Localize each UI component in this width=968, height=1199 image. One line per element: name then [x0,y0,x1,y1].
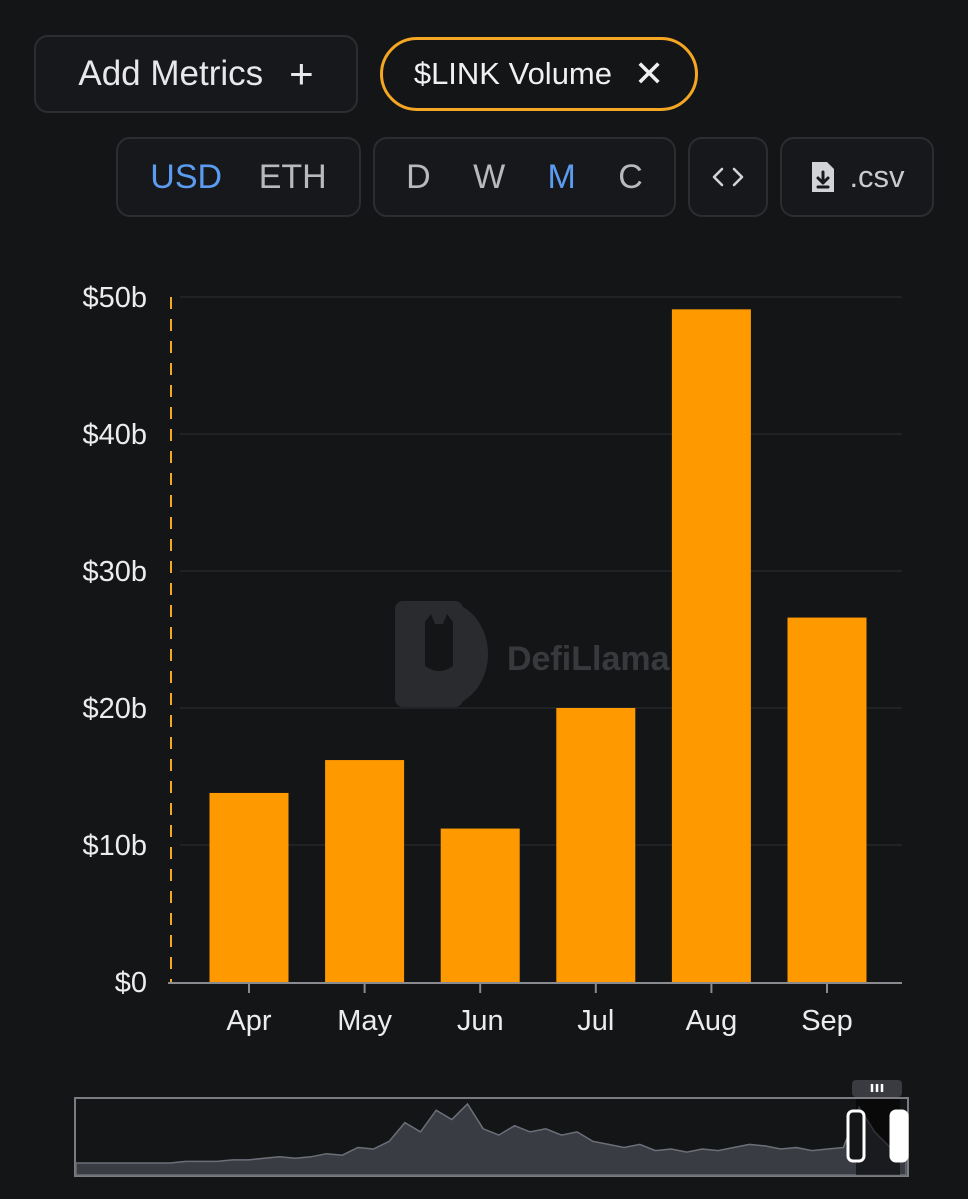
defillama-watermark: DefiLlama [395,601,671,707]
x-tick-label: Sep [801,1005,853,1037]
time-range-brush[interactable] [0,1075,968,1199]
x-tick-label: Jun [457,1005,504,1037]
x-tick-label: May [337,1005,392,1037]
volume-bar-chart: DefiLlama $0 $10b $20b $30b $40b $50b Apr May J… [82,282,902,1037]
y-tick-label: $20b [82,693,147,725]
add-metrics-button[interactable]: Add Metrics + [34,35,358,113]
y-tick-label: $50b [82,282,147,314]
y-tick-label: $40b [82,419,147,451]
currency-option-eth[interactable]: ETH [258,157,327,196]
y-tick-label: $10b [82,830,147,862]
metric-chip-label: $LINK Volume [413,56,612,91]
code-icon [712,167,744,187]
add-metrics-label: Add Metrics [78,54,264,93]
x-tick-label: Aug [686,1005,738,1037]
bar[interactable] [209,792,289,982]
file-download-icon [812,162,835,192]
bar[interactable] [787,617,867,982]
bar[interactable] [440,828,520,982]
watermark-text: DefiLlama [507,640,671,678]
close-icon[interactable]: ✕ [634,53,665,94]
csv-label: .csv [849,159,905,194]
download-csv-button[interactable]: .csv [780,137,934,217]
y-axis-labels: $0 $10b $20b $30b $40b $50b [82,282,147,999]
chart-gridlines [180,296,902,846]
period-option-d[interactable]: D [406,157,431,196]
bar[interactable] [556,708,636,982]
period-option-w[interactable]: W [473,157,506,196]
x-tick-label: Jul [577,1005,614,1037]
bar[interactable] [325,760,405,982]
grip-icon [870,1084,884,1092]
period-toggle-group: D W M C [373,137,676,217]
period-option-c[interactable]: C [618,157,643,196]
brush-volume-area [75,1102,907,1176]
currency-option-usd[interactable]: USD [150,157,223,196]
brush-handle-right[interactable] [889,1109,909,1163]
brush-handle-left[interactable] [846,1109,866,1163]
bar[interactable] [671,309,751,983]
y-tick-label: $0 [115,967,147,999]
x-axis-labels: Apr May Jun Jul Aug Sep [226,983,853,1037]
plus-icon: + [289,50,314,97]
x-tick-label: Apr [226,1005,271,1037]
period-option-m[interactable]: M [547,157,576,196]
currency-toggle-group: USD ETH [116,137,361,217]
bar-series [209,309,867,983]
metric-chip-link-volume[interactable]: $LINK Volume ✕ [380,37,698,111]
y-tick-label: $30b [82,556,147,588]
embed-button[interactable] [688,137,768,217]
